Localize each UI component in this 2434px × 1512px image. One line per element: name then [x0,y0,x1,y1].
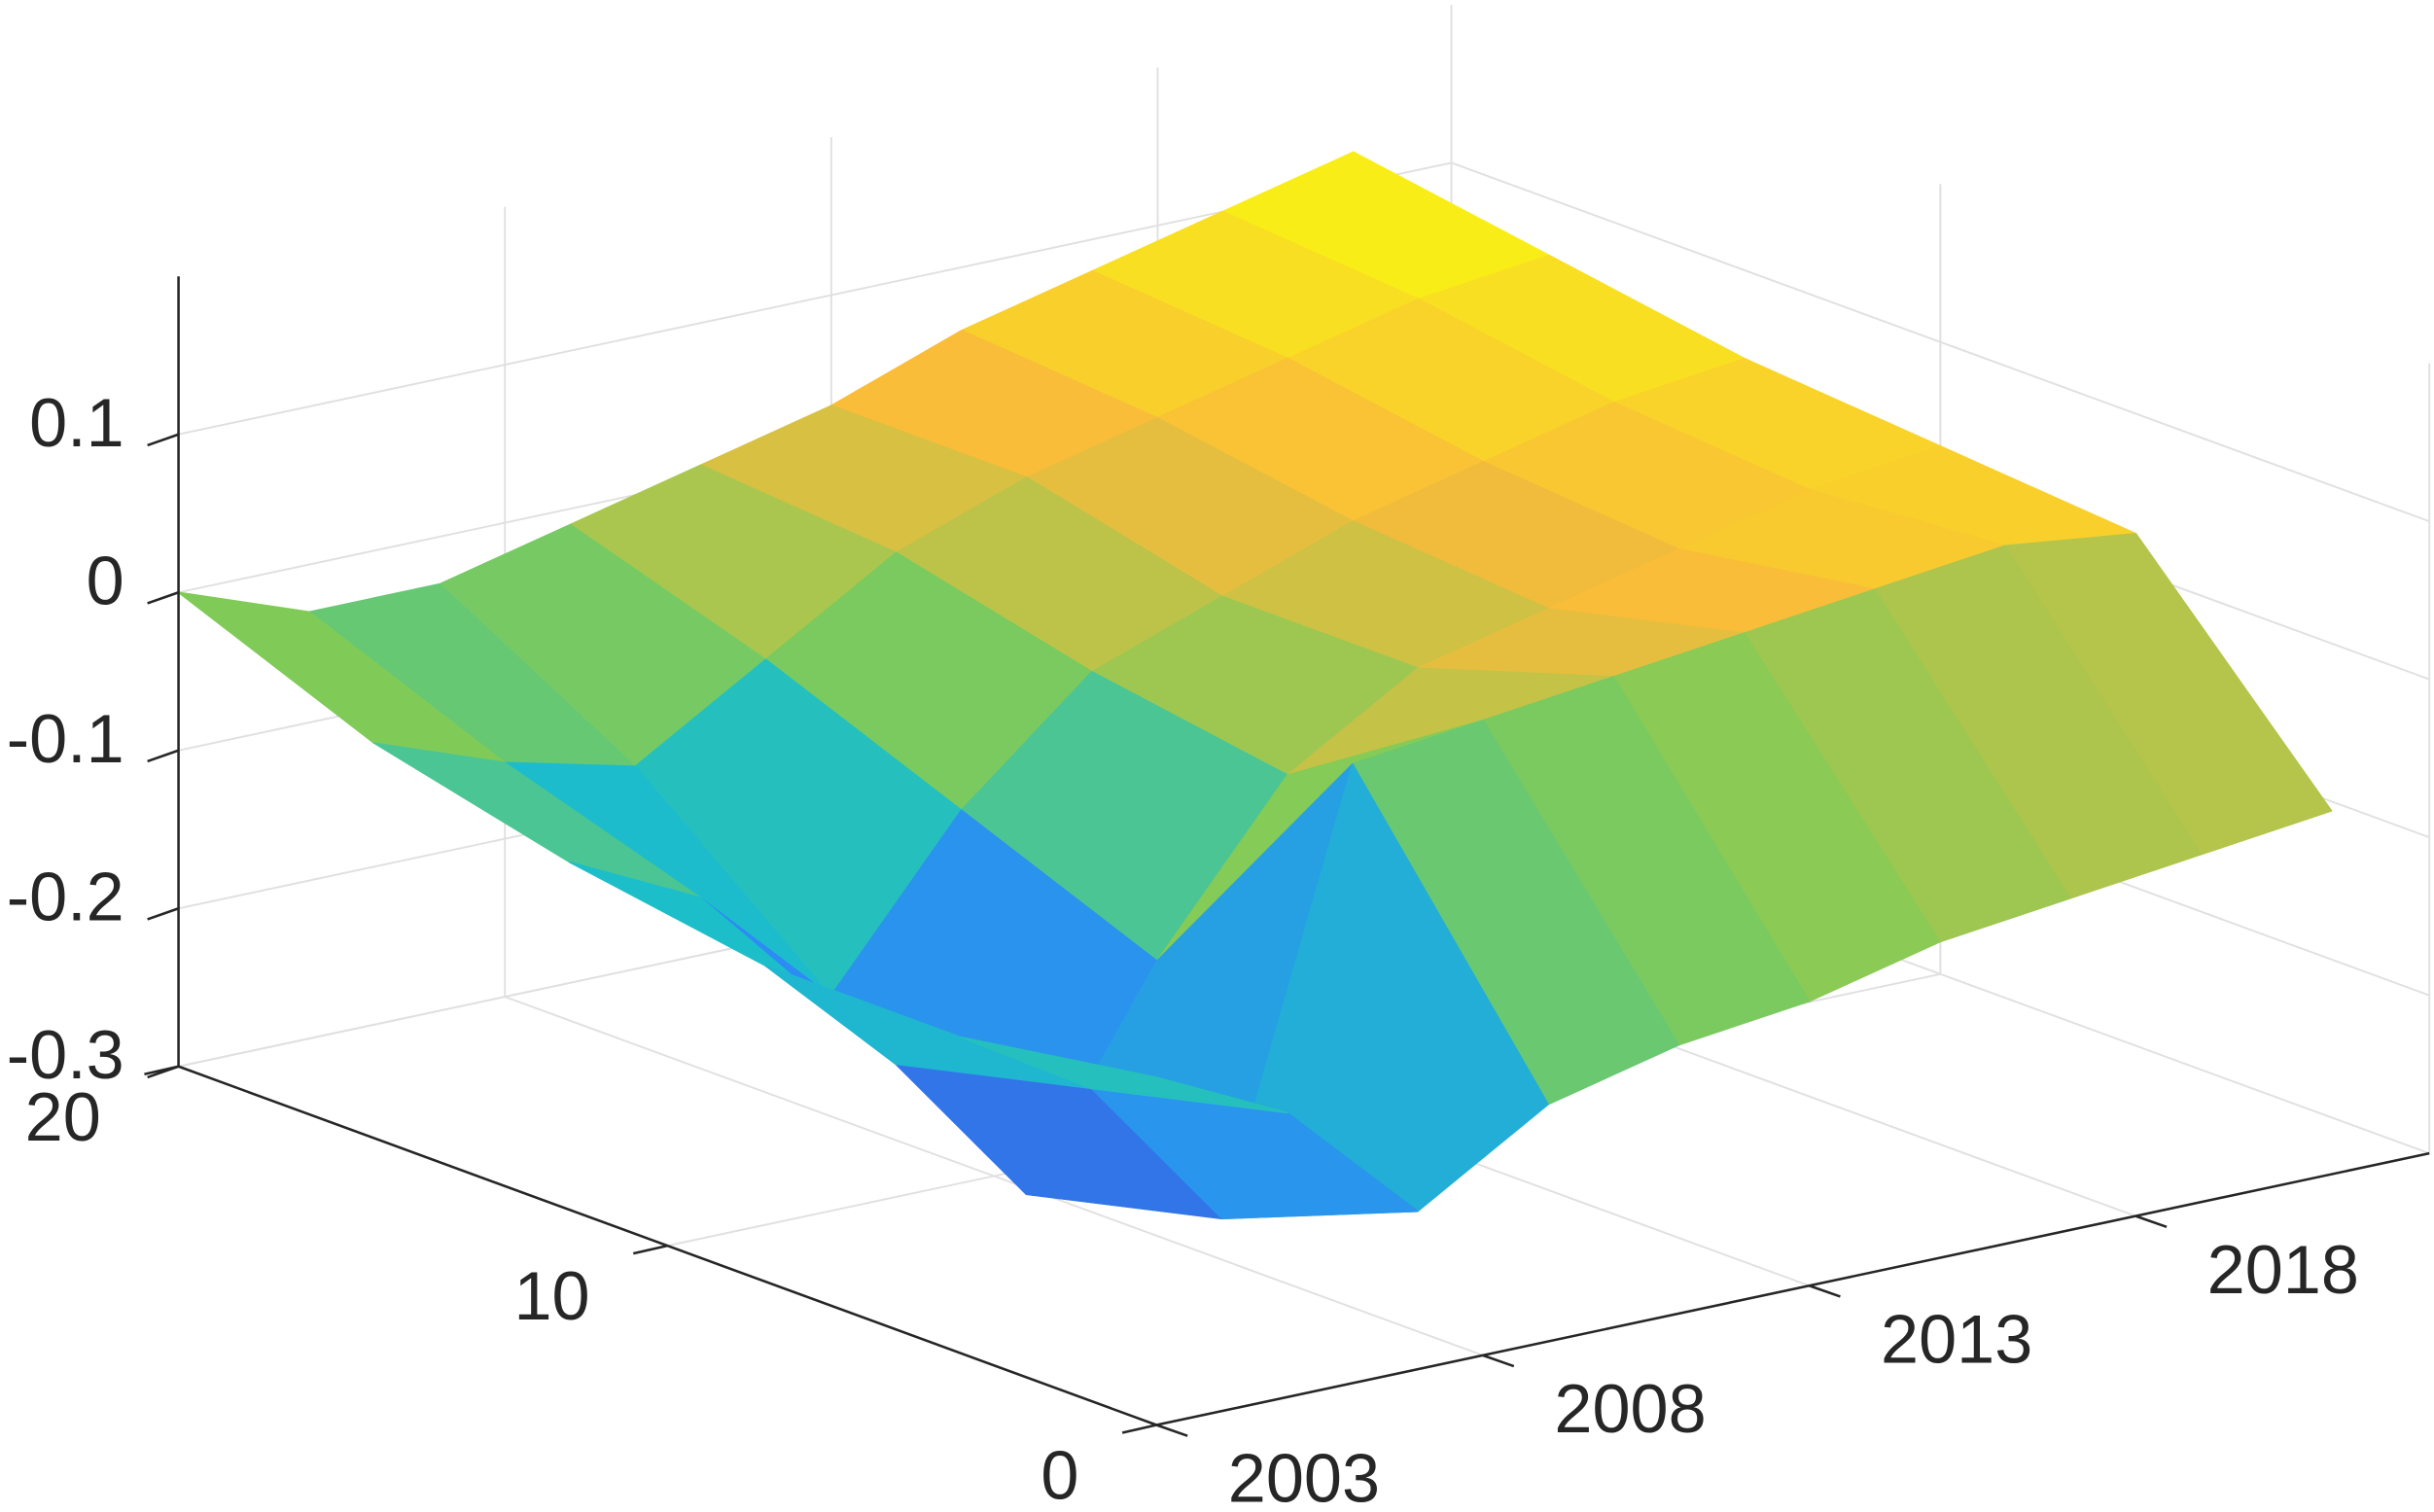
axes: 2003 2008 2013 2018 0 10 20-0.3 -0.2 -0.1 0 0.1 [7,276,2430,1512]
z-tick-label: 0 [87,542,124,618]
z-tick [147,433,179,447]
y-tick [633,1244,668,1255]
x-tick [1809,1284,1841,1298]
x-tick-label: 2003 [1228,1440,1380,1512]
z-tick-label: -0.3 [7,1016,124,1093]
x-tick-label: 2018 [2207,1231,2359,1308]
x-tick-label: 2013 [1881,1300,2032,1377]
grid-line [1451,161,2430,523]
x-tick [1482,1354,1515,1368]
y-tick-label: 20 [25,1078,101,1155]
z-tick [147,749,179,763]
z-tick [147,591,179,605]
x-tick [1155,1424,1188,1437]
z-tick [147,1065,179,1079]
y-tick-label: 0 [1041,1437,1078,1512]
z-tick-label: -0.1 [7,700,124,777]
x-tick [2134,1214,2168,1228]
z-tick-label: -0.2 [7,858,124,934]
z-tick [147,907,179,921]
surface [177,151,2333,1219]
x-tick-label: 2008 [1554,1370,1706,1447]
y-tick [1121,1424,1157,1434]
y-tick-label: 10 [513,1257,589,1334]
x-axis [1155,1151,2430,1426]
surface-patch [960,1036,1288,1114]
z-tick-label: 0.1 [29,384,124,461]
